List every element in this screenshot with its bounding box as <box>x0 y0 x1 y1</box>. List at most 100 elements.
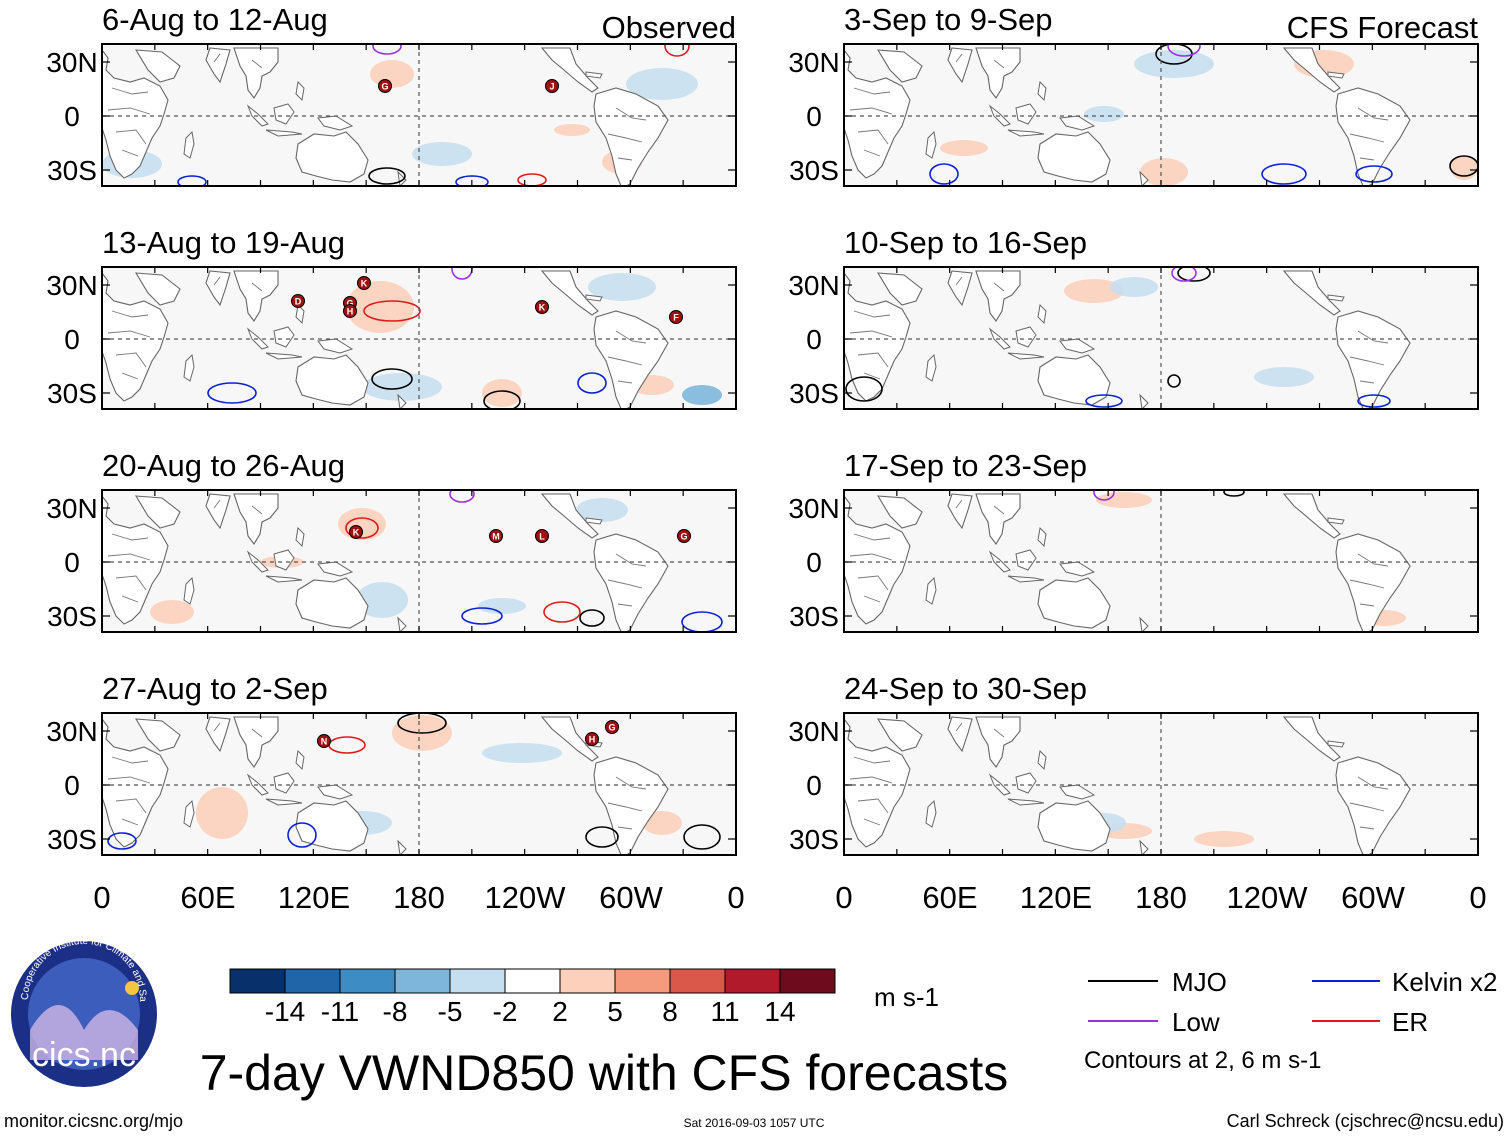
panel-date-range: 24-Sep to 30-Sep <box>844 671 1087 706</box>
anomaly-shading <box>1194 831 1254 847</box>
storm-marker: K <box>349 525 363 539</box>
map-panel-forecast-1: 30N 0 30S 10-Sep to 16-Sep <box>788 225 1479 410</box>
anomaly-shading <box>482 379 522 407</box>
map-panel-observed-3: N H G 30N 0 30S 27-Aug to 2-Sep <box>46 671 737 856</box>
wave-contour <box>929 163 959 185</box>
longitude-axis: 0 60E 120E 180 120W 60W 0 0 60E 120E 180 120W 60W 0 <box>93 880 1486 915</box>
wave-contour <box>363 300 421 322</box>
latitude-label: 30S <box>789 601 839 632</box>
colorbar: -14 -11 -8 -5 -2 2 5 8 11 14 <box>229 968 836 1027</box>
latitude-label: 30S <box>789 378 839 409</box>
colorbar-label: 14 <box>764 996 795 1027</box>
wave-contour <box>372 44 402 55</box>
storm-letter: J <box>549 82 554 92</box>
colorbar-label: 11 <box>710 996 739 1027</box>
longitude-label: 60W <box>599 880 663 915</box>
colorbar-swatch <box>504 968 561 994</box>
logo-text: cics.nc <box>32 1036 136 1074</box>
longitude-label: 120E <box>278 880 350 915</box>
latitude-label: 30N <box>788 493 839 524</box>
wave-contour <box>1449 155 1478 177</box>
anomaly-shading <box>196 787 248 839</box>
storm-marker: K <box>357 276 371 290</box>
map-panel-observed-2: K M L G 30N 0 30S 20-Aug to 26-Aug <box>46 448 737 633</box>
forecast-column-title: CFS Forecast <box>1287 10 1479 45</box>
anomaly-shading <box>626 68 698 100</box>
longitude-label: 120W <box>485 880 567 915</box>
wave-contour <box>1177 267 1211 282</box>
latitude-label: 30S <box>789 824 839 855</box>
wave-contour <box>1093 490 1115 501</box>
longitude-label: 0 <box>93 880 110 915</box>
latitude-label: 30S <box>47 378 97 409</box>
wave-contour <box>543 601 581 623</box>
colorbar-swatch <box>779 968 836 994</box>
anomaly-shading <box>682 385 722 405</box>
longitude-label: 120E <box>1020 880 1092 915</box>
anomaly-shading <box>588 273 656 301</box>
colorbar-label: -5 <box>438 996 463 1027</box>
storm-letter: G <box>346 299 353 309</box>
legend-label-low: Low <box>1172 1007 1220 1037</box>
longitude-label: 60E <box>180 880 235 915</box>
colorbar-label: -11 <box>321 996 359 1027</box>
latitude-label: 30N <box>788 47 839 78</box>
latitude-label: 30N <box>46 270 97 301</box>
anomaly-shading <box>1110 277 1158 297</box>
longitude-label: 0 <box>1469 880 1486 915</box>
latitude-label: 30S <box>47 601 97 632</box>
storm-marker: L <box>535 529 549 543</box>
latitude-label: 30N <box>46 716 97 747</box>
colorbar-swatch <box>229 968 286 994</box>
wave-contour <box>287 822 317 848</box>
legend-contour-note: Contours at 2, 6 m s-1 <box>1084 1047 1321 1074</box>
colorbar-label: -8 <box>383 996 408 1027</box>
panel-date-range: 6-Aug to 12-Aug <box>102 2 328 37</box>
map-panel-observed-1: D GH K K F 30N 0 30S 13-Aug to 19-Aug <box>46 225 737 410</box>
wave-contour <box>577 372 607 394</box>
map-panel-forecast-0: 30N 0 30S 3-Sep to 9-Sep <box>788 2 1479 187</box>
panel-date-range: 17-Sep to 23-Sep <box>844 448 1087 483</box>
latitude-label: 30S <box>789 155 839 186</box>
longitude-label: 180 <box>1135 880 1187 915</box>
wave-contour <box>1357 394 1391 408</box>
anomaly-shading <box>1140 158 1188 186</box>
storm-marker: F <box>669 310 683 324</box>
anomaly-shading <box>1254 367 1314 387</box>
wave-contour <box>455 175 489 186</box>
storm-marker: G <box>677 529 691 543</box>
observed-column-title: Observed <box>602 10 736 45</box>
wave-contour <box>1085 394 1123 408</box>
colorbar-label: -14 <box>265 996 305 1027</box>
colorbar-swatch <box>559 968 616 994</box>
anomaly-shading <box>642 811 682 835</box>
storm-letter: K <box>361 279 368 289</box>
storm-marker: M <box>489 529 503 543</box>
wave-contour <box>517 173 547 186</box>
wave-contour <box>371 368 413 390</box>
wave-contour <box>1171 267 1197 282</box>
wave-contour <box>1167 374 1181 388</box>
wave-contour <box>1261 163 1307 185</box>
storm-marker: K <box>535 300 549 314</box>
storm-letter: H <box>347 307 354 317</box>
wave-contour <box>461 607 503 625</box>
wave-contour <box>1167 44 1201 57</box>
colorbar-swatch <box>669 968 726 994</box>
latitude-label: 30N <box>46 493 97 524</box>
anomaly-shading <box>412 142 472 166</box>
anomaly-shading <box>554 124 590 136</box>
anomaly-shading <box>356 582 408 618</box>
storm-letter: G <box>381 82 388 92</box>
storm-letter: K <box>539 303 546 313</box>
colorbar-label: 2 <box>552 996 568 1027</box>
colorbar-swatch <box>614 968 671 994</box>
legend-label-er: ER <box>1392 1007 1428 1037</box>
footer-url: monitor.cicsnc.org/mjo <box>4 1111 183 1131</box>
storm-marker: H <box>343 304 357 318</box>
map-panel-forecast-3: 30N 0 30S 24-Sep to 30-Sep <box>788 671 1479 856</box>
storm-letter: D <box>295 297 302 307</box>
wave-contour <box>207 382 257 404</box>
